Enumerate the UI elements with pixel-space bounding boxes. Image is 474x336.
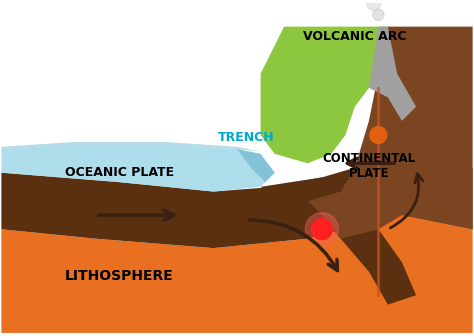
Circle shape xyxy=(311,219,332,240)
Text: TRENCH: TRENCH xyxy=(218,131,275,144)
Text: OCEANIC PLATE: OCEANIC PLATE xyxy=(64,166,174,179)
Polygon shape xyxy=(261,27,388,163)
Text: CONTINENTAL
PLATE: CONTINENTAL PLATE xyxy=(322,152,416,180)
Text: LITHOSPHERE: LITHOSPHERE xyxy=(65,269,173,283)
Polygon shape xyxy=(1,142,261,152)
Circle shape xyxy=(373,9,384,20)
Polygon shape xyxy=(237,149,275,192)
Circle shape xyxy=(305,213,338,246)
Polygon shape xyxy=(1,215,473,333)
Circle shape xyxy=(366,0,381,10)
Polygon shape xyxy=(369,27,416,121)
Circle shape xyxy=(370,127,387,143)
Polygon shape xyxy=(1,144,275,192)
Polygon shape xyxy=(1,154,473,248)
Text: VOLCANIC ARC: VOLCANIC ARC xyxy=(303,30,407,43)
Polygon shape xyxy=(261,177,416,305)
Polygon shape xyxy=(308,27,473,239)
